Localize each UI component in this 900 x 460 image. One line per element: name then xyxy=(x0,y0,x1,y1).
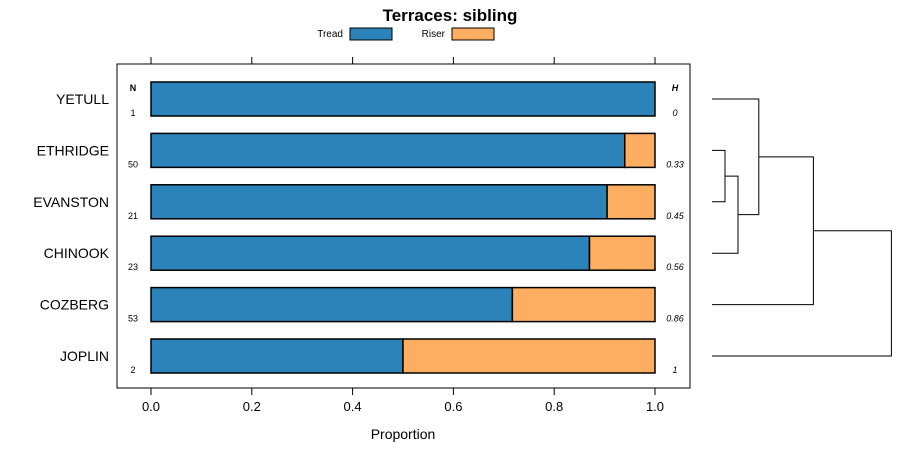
chart-title: Terraces: sibling xyxy=(383,6,518,25)
dendrogram-branch xyxy=(712,156,814,306)
category-label-evanston: EVANSTON xyxy=(33,194,109,210)
bar-tread-ethridge xyxy=(150,132,626,169)
bar-riser-chinook xyxy=(588,235,656,271)
h-value-joplin: 1 xyxy=(672,365,677,375)
legend-swatch-riser xyxy=(451,27,495,41)
n-value-chinook: 23 xyxy=(128,262,138,272)
category-label-joplin: JOPLIN xyxy=(60,348,109,364)
x-tick-label: 1.0 xyxy=(646,399,664,414)
n-value-ethridge: 50 xyxy=(128,159,138,169)
bar-riser-evanston xyxy=(606,184,656,220)
n-value-yetull: 1 xyxy=(130,108,135,118)
x-tick-label: 0.2 xyxy=(243,399,261,414)
category-label-chinook: CHINOOK xyxy=(44,245,110,261)
plot-frame xyxy=(116,63,691,389)
x-tick-label: 0.4 xyxy=(344,399,362,414)
bar-riser-joplin xyxy=(402,338,656,374)
h-value-evanston: 0.45 xyxy=(666,211,685,221)
bar-riser-cozberg xyxy=(511,286,656,323)
x-tick-label: 0.6 xyxy=(444,399,462,414)
h-value-chinook: 0.56 xyxy=(666,262,684,272)
h-value-cozberg: 0.86 xyxy=(666,314,684,324)
x-axis: 0.0 0.2 0.4 0.6 0.8 1.0 xyxy=(142,57,664,414)
dendrogram-branch xyxy=(712,149,726,203)
x-axis-label: Proportion xyxy=(371,426,436,442)
category-label-cozberg: COZBERG xyxy=(40,297,109,313)
bar-tread-joplin xyxy=(150,338,404,374)
bar-riser-ethridge xyxy=(624,132,656,169)
h-value-ethridge: 0.33 xyxy=(666,159,684,169)
bar-tread-cozberg xyxy=(150,286,514,323)
dendrogram xyxy=(712,98,892,357)
dendrogram-branch xyxy=(712,98,760,216)
h-column-header: H xyxy=(672,83,679,93)
h-value-yetull: 0 xyxy=(672,108,677,118)
n-value-joplin: 2 xyxy=(130,365,135,375)
legend-label-riser: Riser xyxy=(422,29,446,40)
bar-tread-evanston xyxy=(150,184,608,220)
n-value-cozberg: 53 xyxy=(128,314,138,324)
dendrogram-branch xyxy=(712,230,892,357)
bar-tread-chinook xyxy=(150,235,591,271)
category-label-ethridge: ETHRIDGE xyxy=(37,142,109,158)
n-value-evanston: 21 xyxy=(128,211,138,221)
legend: Tread Riser xyxy=(317,27,495,41)
category-label-yetull: YETULL xyxy=(56,91,109,107)
n-column-header: N xyxy=(130,83,137,93)
x-tick-label: 0.8 xyxy=(545,399,563,414)
legend-label-tread: Tread xyxy=(317,29,343,40)
bar-tread-yetull xyxy=(150,81,656,117)
legend-swatch-tread xyxy=(349,27,393,41)
x-tick-label: 0.0 xyxy=(142,399,160,414)
